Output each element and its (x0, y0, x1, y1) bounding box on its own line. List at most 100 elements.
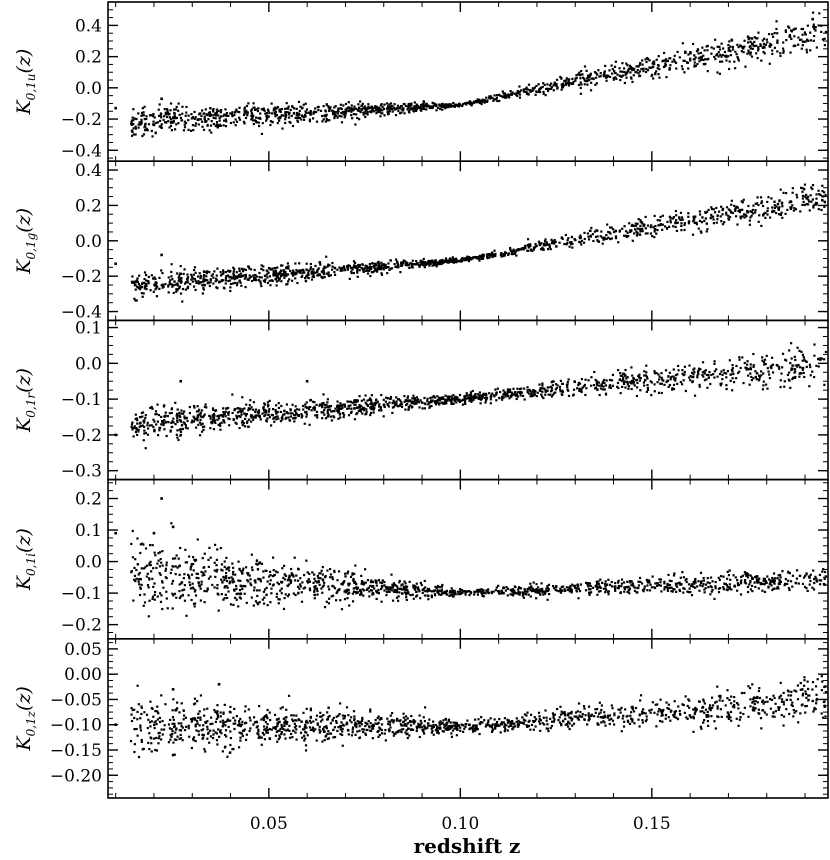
data-point (383, 405, 386, 409)
data-point (201, 422, 204, 425)
data-point (160, 97, 163, 101)
data-point (735, 215, 738, 218)
data-point (204, 403, 207, 406)
data-point (427, 403, 430, 406)
data-point (555, 78, 559, 81)
data-point (781, 205, 784, 208)
data-point (301, 272, 304, 275)
data-point (198, 434, 202, 437)
data-point (728, 60, 731, 63)
data-point (683, 373, 686, 376)
data-point (298, 269, 301, 272)
data-point (703, 219, 706, 222)
data-point (277, 117, 280, 120)
data-point (817, 358, 820, 361)
data-point (339, 412, 342, 415)
data-point (283, 413, 286, 416)
data-point (252, 418, 255, 421)
data-point (204, 108, 207, 111)
data-point (611, 384, 615, 387)
data-point (642, 67, 645, 70)
data-point (266, 401, 270, 404)
data-point (494, 388, 497, 391)
data-point (243, 417, 247, 421)
data-point (229, 121, 233, 125)
data-point (610, 226, 613, 229)
data-point (268, 275, 272, 278)
data-point (439, 107, 442, 111)
data-point (145, 115, 148, 118)
data-point (743, 39, 746, 42)
data-point (579, 86, 582, 90)
data-point (801, 353, 805, 356)
data-point (197, 577, 200, 580)
data-point (366, 107, 369, 110)
data-point (537, 240, 541, 243)
data-point (281, 415, 284, 418)
data-point (820, 357, 823, 360)
data-point (516, 395, 520, 398)
data-point (259, 117, 262, 120)
data-point (370, 109, 374, 112)
data-point (440, 585, 444, 588)
data-point (213, 420, 216, 423)
data-point (137, 123, 140, 126)
data-point (330, 419, 333, 422)
data-point (329, 404, 333, 408)
data-point (677, 364, 680, 368)
data-point (165, 434, 168, 438)
data-point (506, 391, 509, 394)
data-point (618, 229, 622, 232)
data-point (631, 583, 635, 586)
data-point (288, 419, 291, 422)
data-point (164, 111, 167, 114)
data-point (287, 265, 290, 268)
data-point (772, 572, 776, 575)
data-point (672, 58, 676, 61)
data-point (388, 103, 391, 106)
data-point (139, 543, 142, 546)
data-point (785, 38, 788, 42)
data-point (620, 75, 623, 78)
data-point (286, 273, 290, 276)
data-point (691, 381, 694, 384)
data-point (734, 207, 737, 210)
data-point (681, 42, 684, 45)
data-point (567, 389, 570, 392)
data-point (478, 259, 481, 262)
data-point (610, 379, 614, 382)
data-point (326, 265, 329, 268)
data-point (468, 256, 472, 259)
data-point (811, 17, 814, 21)
data-point (650, 381, 653, 384)
data-point (347, 407, 351, 410)
data-point (212, 276, 215, 279)
data-point (202, 428, 205, 431)
data-point (351, 117, 354, 120)
data-point (646, 224, 650, 227)
data-point (143, 601, 147, 604)
data-point (552, 84, 555, 87)
data-point (645, 67, 648, 71)
data-point (201, 125, 204, 128)
data-point (719, 384, 722, 387)
data-point (328, 408, 332, 411)
data-point (371, 262, 374, 265)
data-point (544, 390, 547, 394)
data-point (812, 569, 815, 572)
data-point (714, 57, 717, 61)
data-point (389, 397, 392, 401)
data-point (244, 275, 248, 279)
data-point (356, 400, 359, 403)
data-point (789, 29, 793, 32)
data-point (803, 375, 806, 379)
data-point (133, 117, 136, 120)
data-point (398, 579, 401, 583)
data-point (544, 393, 547, 396)
data-point (132, 119, 135, 122)
data-point (661, 228, 664, 231)
data-point (179, 379, 183, 383)
data-point (358, 406, 361, 409)
data-point (358, 403, 361, 407)
data-point (219, 422, 222, 425)
